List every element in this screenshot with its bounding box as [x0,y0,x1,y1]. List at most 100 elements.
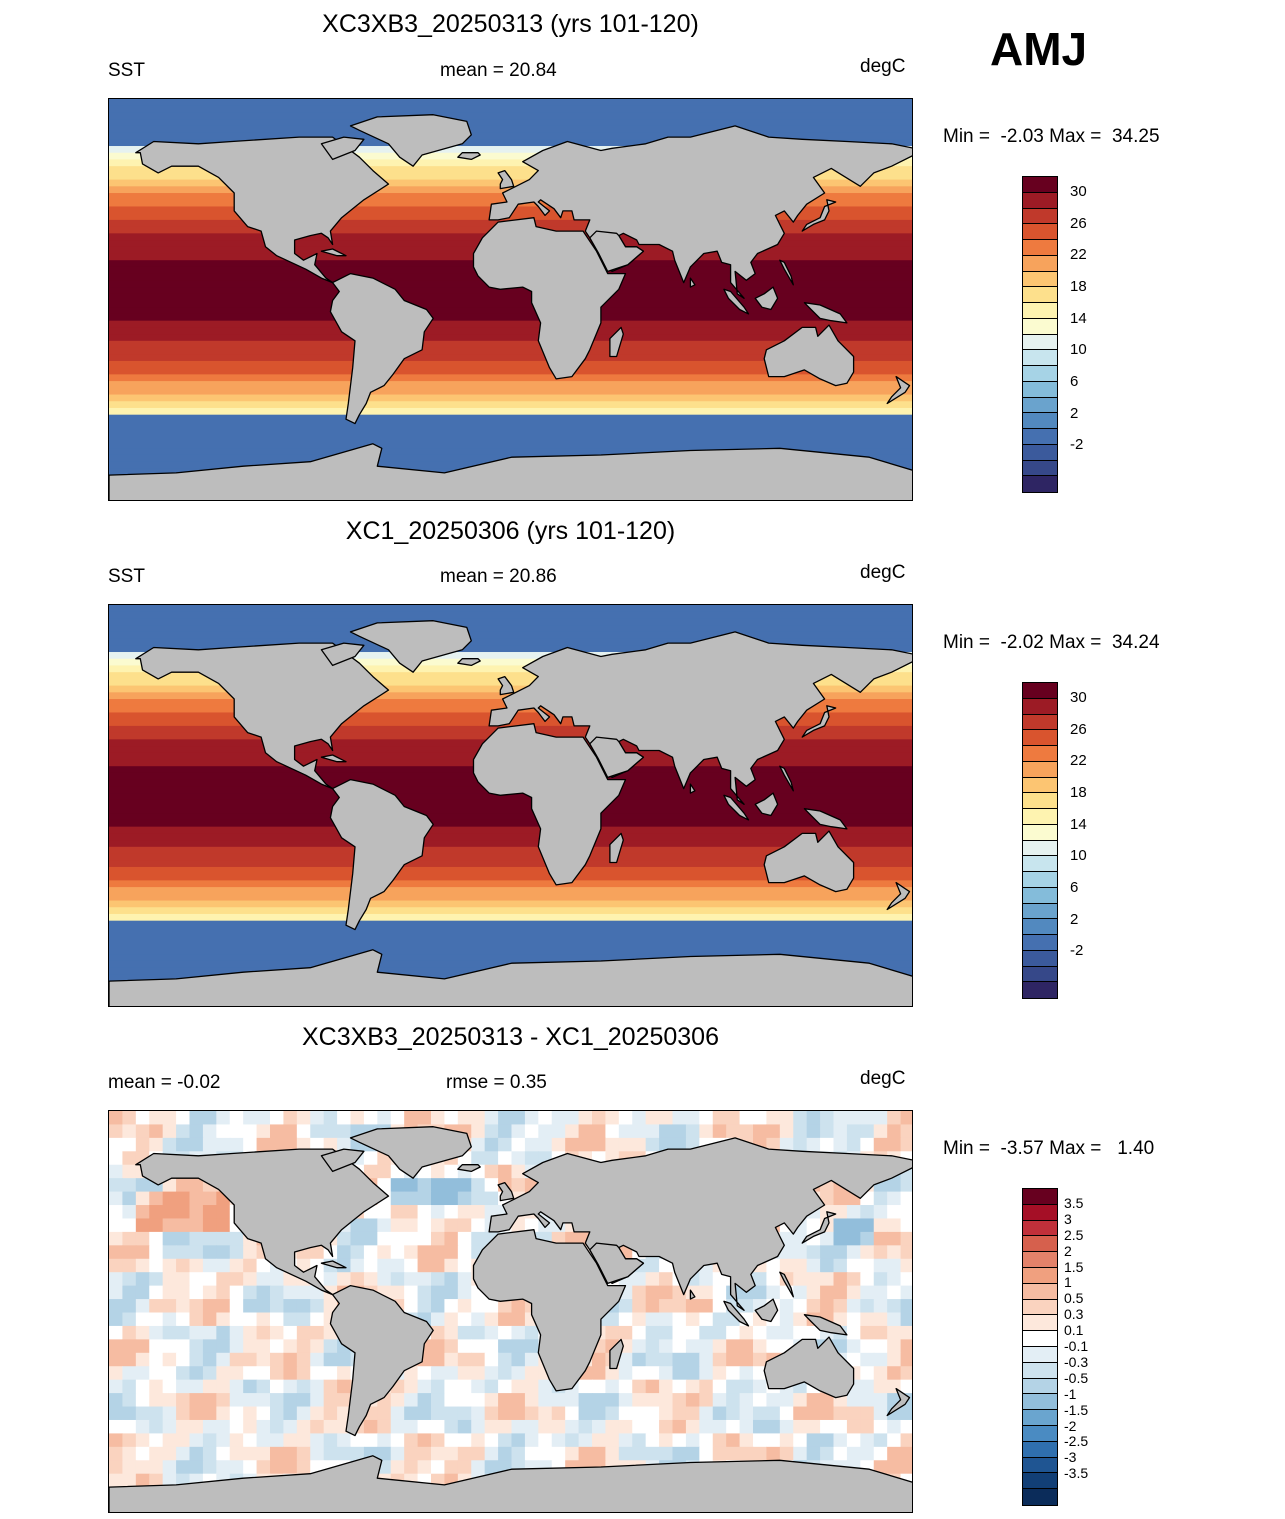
panel2-colorbar [1022,682,1058,999]
land-baffin [320,642,365,667]
colorbar-swatch [1023,1410,1057,1426]
panel1-minmax-label: Min = -2.03 Max = 34.25 [943,126,1160,147]
land-cuba [320,1260,347,1269]
land-southAmerica [329,778,434,931]
colorbar-swatch [1023,1473,1057,1490]
colorbar-swatch [1023,1283,1057,1300]
diff-colorbar-label: 3.5 [1064,1194,1084,1211]
colorbar-swatch [1023,1331,1057,1347]
diff-colorbar-label: 1.5 [1064,1258,1084,1275]
land-arabia [589,736,645,779]
land-eurasia [488,125,912,299]
panel2-mean-label: mean = 20.86 [440,566,557,587]
colorbar-swatch [1023,714,1057,731]
colorbar-swatch [1023,255,1057,272]
land-northAmerica [135,1148,390,1296]
land-sumatra [723,288,750,315]
land-africa [472,217,627,380]
sst-colorbar-label: 22 [1070,752,1087,770]
land-northAmerica [135,642,390,790]
colorbar-swatch [1023,966,1057,983]
land-japan [801,199,837,232]
panel2-units-label: degC [860,562,906,583]
colorbar-swatch [1023,887,1057,904]
sst-colorbar-label: 30 [1070,182,1087,200]
colorbar-swatch [1023,777,1057,794]
colorbar-swatch [1023,476,1057,492]
colorbar-swatch [1023,334,1057,351]
sst-colorbar-label: 18 [1070,783,1087,801]
land-newZealand [886,881,911,911]
diff-colorbar-label: -1.5 [1064,1401,1089,1418]
colorbar-swatch [1023,1189,1057,1205]
sst-colorbar-label: 6 [1070,373,1079,391]
land-borneo [754,792,779,817]
land-antarctica [109,1455,912,1512]
land-iceland [457,152,481,161]
panel3-rmse-label: rmse = 0.35 [446,1072,547,1093]
colorbar-swatch [1023,1236,1057,1253]
colorbar-swatch [1023,746,1057,762]
land-newGuinea [803,1314,848,1336]
colorbar-swatch [1023,366,1057,382]
colorbar-swatch [1023,1267,1057,1284]
land-philippines [779,259,794,286]
land-eurasia [488,631,912,805]
colorbar-swatch [1023,809,1057,825]
panel2-minmax-label: Min = -2.02 Max = 34.24 [943,632,1160,653]
diff-colorbar-label: 0.1 [1064,1322,1084,1339]
land-australia [763,324,855,387]
panel1-colorbar [1022,176,1058,493]
panel1-title: XC3XB3_20250313 (yrs 101-120) [322,10,699,38]
sst-colorbar-label: 22 [1070,246,1087,264]
land-africa [472,723,627,886]
land-africa [472,1229,627,1392]
colorbar-swatch [1023,824,1057,841]
panel1-units-label: degC [860,56,906,77]
sst-colorbar-label: 10 [1070,341,1087,359]
colorbar-swatch [1023,1425,1057,1442]
colorbar-swatch [1023,287,1057,303]
colorbar-swatch [1023,872,1057,888]
land-cuba [320,248,347,257]
land-uk [497,169,515,190]
land-newZealand [886,1387,911,1417]
land-iceland [457,1164,481,1173]
colorbar-swatch [1023,397,1057,414]
panel3-mean-label: mean = -0.02 [108,1072,221,1093]
colorbar-swatch [1023,683,1057,699]
colorbar-swatch [1023,1299,1057,1316]
diff-colorbar-label: -0.1 [1064,1338,1089,1354]
land-madagascar [609,1338,624,1370]
land-philippines [779,765,794,792]
sst-colorbar-label: 26 [1070,214,1087,232]
colorbar-swatch [1023,271,1057,288]
land-northAmerica [135,136,390,284]
sst-colorbar-label: 6 [1070,879,1079,897]
land-sriLanka [689,783,696,794]
land-antarctica [109,949,912,1006]
land-madagascar [609,832,624,864]
colorbar-swatch [1023,1220,1057,1237]
colorbar-swatch [1023,177,1057,193]
panel2-title: XC1_20250306 (yrs 101-120) [345,517,676,545]
diff-colorbar-label: 2 [1064,1242,1072,1259]
colorbar-swatch [1023,730,1057,746]
colorbar-swatch [1023,318,1057,335]
diff-colorbar-label: -2.5 [1064,1433,1089,1450]
diff-colorbar-label: 3 [1064,1210,1072,1227]
colorbar-swatch [1023,1394,1057,1411]
panel1-mean-label: mean = 20.84 [440,60,557,81]
diff-colorbar-label: 1 [1064,1274,1072,1291]
colorbar-swatch [1023,1378,1057,1395]
colorbar-swatch [1023,381,1057,398]
land-sumatra [723,794,750,821]
diff-colorbar-label: -1 [1064,1385,1077,1402]
colorbar-swatch [1023,350,1057,366]
colorbar-swatch [1023,224,1057,240]
panel3-title: XC3XB3_20250313 - XC1_20250306 [301,1023,719,1051]
land-greenland [349,620,472,673]
panel3-minmax-label: Min = -3.57 Max = 1.40 [943,1138,1155,1159]
land-madagascar [609,326,624,358]
panel3-colorbar [1022,1188,1058,1506]
